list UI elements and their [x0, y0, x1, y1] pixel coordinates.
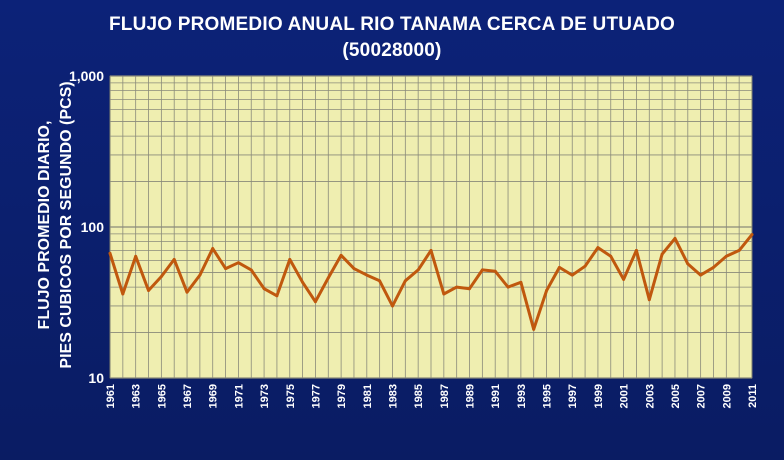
x-tick-label: 1989 — [465, 384, 477, 408]
chart-title: FLUJO PROMEDIO ANUAL RIO TANAMA CERCA DE… — [0, 12, 784, 64]
data-series — [108, 233, 754, 331]
grid-lines — [109, 75, 753, 379]
x-tick-labels: 1961 1963 1965 1967 1969 1971 1973 1975 1977 1979… — [105, 384, 759, 408]
data-point — [275, 294, 279, 298]
data-point — [121, 292, 125, 296]
x-tick-label: 1967 — [182, 384, 194, 408]
data-point — [198, 273, 202, 277]
data-point — [660, 252, 664, 256]
data-point — [288, 258, 292, 261]
data-point — [262, 287, 266, 291]
x-tick-label: 2005 — [670, 384, 682, 408]
data-point — [635, 248, 638, 252]
data-point — [326, 276, 330, 280]
data-point — [673, 237, 677, 240]
data-point — [699, 273, 703, 277]
x-tick-label: 2001 — [619, 384, 631, 408]
data-point — [134, 254, 138, 258]
data-point — [532, 327, 536, 331]
x-tick-label: 1991 — [490, 384, 502, 408]
data-point — [403, 279, 407, 283]
x-tick-label: 2007 — [696, 384, 708, 408]
data-point — [712, 266, 715, 269]
chart-title-line-2: (50028000) — [342, 40, 442, 61]
x-tick-label: 1983 — [387, 384, 399, 408]
data-point — [647, 298, 651, 302]
x-tick-label: 1965 — [156, 384, 168, 408]
data-point — [391, 304, 394, 308]
data-point — [545, 289, 548, 292]
x-tick-label: 1977 — [310, 384, 322, 408]
data-point — [224, 267, 227, 271]
data-point — [686, 262, 690, 266]
x-tick-label: 2009 — [721, 384, 733, 408]
data-point — [172, 258, 176, 261]
data-point — [147, 289, 150, 292]
x-tick-label: 1981 — [362, 384, 374, 408]
data-point — [365, 273, 369, 277]
data-point — [455, 285, 459, 289]
x-tick-label: 1985 — [413, 384, 425, 408]
data-point — [724, 254, 728, 258]
data-point — [480, 268, 484, 272]
x-tick-label: 1999 — [593, 384, 605, 408]
data-point — [301, 280, 304, 284]
data-point — [378, 279, 382, 283]
data-point — [249, 268, 253, 272]
data-point — [339, 253, 343, 257]
data-point — [352, 267, 356, 271]
data-point — [185, 290, 189, 294]
x-tick-label: 1987 — [439, 384, 451, 408]
x-tick-label: 1961 — [105, 384, 117, 408]
data-point — [558, 266, 561, 269]
x-tick-label: 1979 — [336, 384, 348, 408]
data-point — [596, 246, 600, 250]
x-tick-label: 1969 — [208, 384, 220, 408]
x-tick-label: 1973 — [259, 384, 271, 408]
data-point — [609, 254, 613, 258]
data-point — [442, 292, 446, 296]
data-point — [737, 248, 741, 252]
y-tick-label: 10 — [88, 370, 104, 386]
data-point — [237, 261, 240, 265]
data-point — [416, 268, 420, 272]
y-tick-labels: 10 100 1,000 — [69, 68, 104, 386]
chart-title-line-1: FLUJO PROMEDIO ANUAL RIO TANAMA CERCA DE… — [108, 14, 676, 35]
data-point — [468, 287, 471, 291]
y-tick-label: 100 — [81, 219, 105, 235]
x-tick-label: 1963 — [131, 384, 143, 408]
x-tick-label: 1993 — [516, 384, 528, 408]
x-tick-label: 1997 — [567, 384, 579, 408]
data-point — [493, 269, 497, 273]
data-point — [429, 248, 433, 252]
y-tick-label: 1,000 — [69, 68, 104, 84]
data-point — [583, 264, 587, 268]
x-tick-label: 1975 — [285, 384, 297, 408]
data-point — [570, 273, 574, 277]
data-point — [506, 285, 510, 289]
data-point — [108, 251, 112, 255]
data-point — [750, 233, 754, 237]
x-tick-label: 1995 — [542, 384, 554, 408]
x-tick-label: 1971 — [233, 384, 245, 408]
data-point — [211, 247, 215, 250]
data-point — [519, 280, 523, 284]
x-tick-label: 2011 — [747, 384, 759, 408]
data-point — [159, 275, 163, 278]
x-tick-label: 2003 — [644, 384, 656, 408]
data-point — [314, 300, 317, 304]
data-point — [622, 277, 625, 281]
